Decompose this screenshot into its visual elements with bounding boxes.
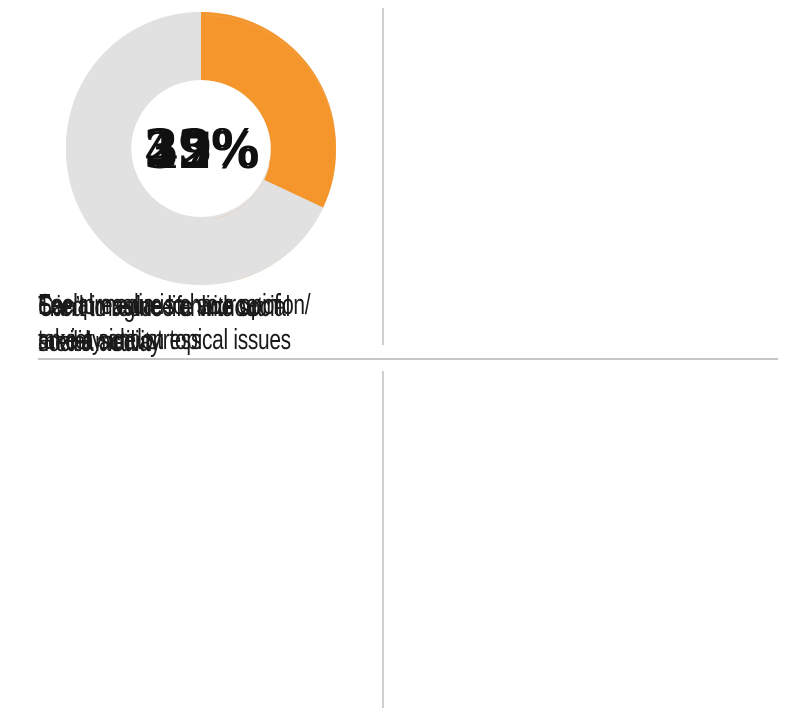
- caption-line-2: take a side on topical issues: [38, 324, 291, 356]
- caption-line-1: Social media is a source of: [38, 289, 280, 321]
- caption-line-1: Can’t imagine life without: [38, 291, 263, 323]
- donut-chart-cant-imagine: 32%: [66, 15, 336, 285]
- donut-caption: Can’t imagine life without social media: [38, 290, 263, 360]
- caption-line-1: Feel pressure to have opinion/: [38, 289, 311, 321]
- donut-caption: Tried to reduce online social media activ…: [38, 290, 290, 360]
- donut-svg: [66, 15, 336, 285]
- column-divider-bottom: [382, 371, 384, 708]
- donut-card-cant-imagine: 32% Can’t imagine life without social med…: [0, 0, 400, 360]
- caption-line-2: social media: [38, 326, 151, 358]
- caption-line-2: media activity: [38, 326, 161, 358]
- caption-line-1: Tried to reduce online social: [38, 291, 291, 323]
- donut-caption: Feel pressure to have opinion/take a sid…: [38, 288, 311, 358]
- donut-filled-arc: [66, 15, 336, 285]
- row-divider: [38, 358, 778, 360]
- column-divider-top: [382, 8, 384, 345]
- caption-line-2: anxiety and stress: [38, 324, 202, 356]
- donut-caption: Social media is a source of anxiety and s…: [38, 288, 280, 358]
